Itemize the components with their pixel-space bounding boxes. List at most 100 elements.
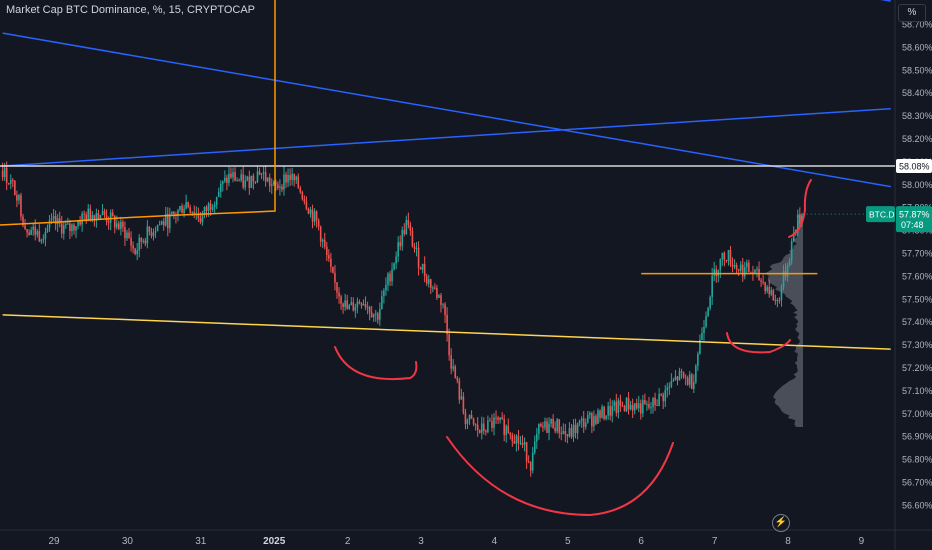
candle-body <box>688 374 691 385</box>
candle-body <box>501 417 503 420</box>
candle-body <box>619 400 622 406</box>
candle-body <box>401 229 404 247</box>
candle-body <box>272 182 275 185</box>
candle-body <box>275 182 277 185</box>
candle-body <box>560 432 563 434</box>
candle-body <box>307 208 310 214</box>
candle-body <box>277 184 279 188</box>
candle-body <box>686 377 689 385</box>
candle-body <box>32 226 35 230</box>
x-tick-label: 30 <box>122 536 134 547</box>
candle-body <box>40 240 43 242</box>
candle-body <box>158 224 161 226</box>
candle-body <box>599 410 601 418</box>
candle-body <box>118 223 120 230</box>
candle-body <box>260 173 263 175</box>
level-price-label: 58.08% <box>899 161 930 171</box>
candle-body <box>342 303 344 308</box>
candle-body <box>368 306 371 313</box>
candle-body <box>201 214 204 223</box>
candle-body <box>735 265 738 270</box>
candle-body <box>425 276 428 284</box>
candle-body <box>213 205 216 208</box>
candle-body <box>695 365 697 383</box>
candle-body <box>134 248 136 255</box>
candle-body <box>615 401 618 413</box>
candle-body <box>672 379 675 382</box>
candle-body <box>360 303 363 306</box>
candle-body <box>562 431 565 434</box>
candle-body <box>591 413 593 427</box>
candle-body <box>505 425 508 435</box>
percent-scale-button[interactable]: % <box>898 4 926 22</box>
candle-body <box>113 216 116 228</box>
candle-body <box>697 353 699 366</box>
candle-body <box>570 428 573 437</box>
candle-body <box>115 223 118 228</box>
candle-body <box>741 264 744 277</box>
candle-body <box>73 224 75 231</box>
candle-body <box>658 394 660 406</box>
level-price-tag <box>896 158 932 173</box>
candle-body <box>56 218 59 225</box>
candle-body <box>548 423 550 433</box>
lightning-icon[interactable]: ⚡ <box>772 514 790 532</box>
candle-body <box>9 179 12 184</box>
symbol-tag <box>866 206 895 223</box>
y-tick-label: 56.60% <box>902 500 932 510</box>
candle-body <box>387 273 389 286</box>
candle-body <box>529 462 532 471</box>
x-tick-label: 5 <box>565 536 571 547</box>
candle-body <box>715 269 718 277</box>
candle-body <box>454 366 457 378</box>
candle-body <box>89 208 92 220</box>
candle-body <box>211 207 214 210</box>
candle-body <box>646 404 648 406</box>
candle-body <box>199 218 202 223</box>
candle-body <box>1 170 4 178</box>
candle-body <box>344 300 346 308</box>
candle-body <box>323 239 326 247</box>
candle-body <box>391 269 393 282</box>
candle-body <box>739 264 742 271</box>
candle-body <box>507 425 510 434</box>
y-tick-label: 56.90% <box>902 432 932 442</box>
candle-body <box>336 282 338 293</box>
candle-body <box>525 442 528 462</box>
candle-body <box>95 212 98 221</box>
candle-body <box>242 174 245 188</box>
candle-body <box>664 390 667 402</box>
candle-body <box>733 265 736 267</box>
symbol-label: BTC.D <box>869 210 895 220</box>
candle-body <box>103 210 106 216</box>
candle-body <box>415 247 418 249</box>
candle-body <box>499 417 501 420</box>
candle-body <box>397 242 399 257</box>
chart-title: Market Cap BTC Dominance, %, 15, CRYPTOC… <box>6 4 256 16</box>
candle-body <box>511 435 514 442</box>
candle-body <box>385 285 387 291</box>
candle-body <box>786 265 789 277</box>
candle-body <box>603 406 605 419</box>
candle-body <box>684 376 687 378</box>
candle-body <box>405 219 408 235</box>
candle-body <box>550 418 552 424</box>
candle-body <box>348 305 351 309</box>
candle-body <box>644 400 646 405</box>
candle-body <box>374 313 377 315</box>
y-tick-label: 58.60% <box>902 42 932 52</box>
candle-body <box>34 226 37 235</box>
candle-body <box>28 232 30 235</box>
candle-body <box>303 199 306 202</box>
candle-body <box>193 212 196 215</box>
x-tick-label: 9 <box>859 536 865 547</box>
candle-body <box>584 422 587 427</box>
candle-body <box>46 227 49 232</box>
candle-body <box>792 232 795 242</box>
candle-body <box>542 426 544 428</box>
candle-body <box>705 316 707 327</box>
y-tick-label: 56.70% <box>902 478 932 488</box>
candle-body <box>589 413 591 415</box>
candle-body <box>748 262 750 272</box>
